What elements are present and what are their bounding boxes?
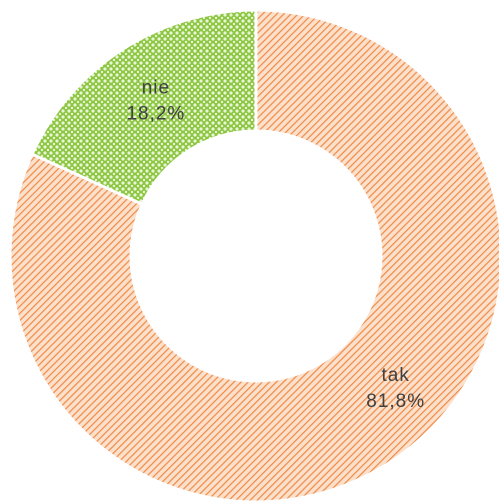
slice-value-label: 18,2% (126, 103, 185, 124)
donut-slice (8, 8, 499, 502)
slice-category-label: nie (142, 77, 170, 98)
slice-category-label: tak (382, 365, 410, 386)
slice-value-label: 81,8% (366, 391, 425, 412)
donut-slice (30, 8, 258, 207)
